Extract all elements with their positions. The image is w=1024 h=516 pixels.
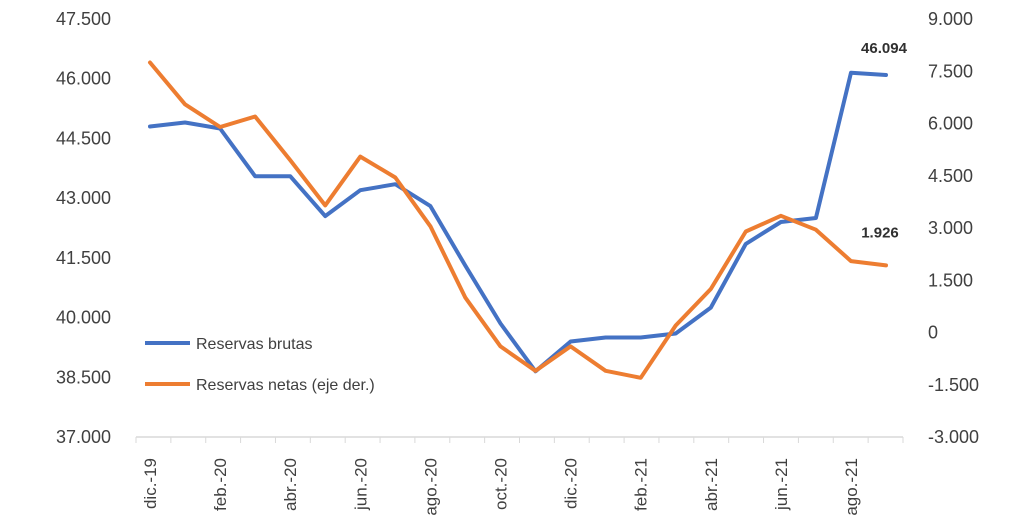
x-axis-tick-label: dic.-19: [141, 458, 160, 509]
left-axis-tick-label: 37.000: [56, 427, 111, 447]
right-axis-tick-label: 0: [928, 323, 938, 343]
legend-label-reservas-netas: Reservas netas (eje der.): [196, 377, 375, 394]
x-axis-tick-label: feb.-20: [211, 458, 230, 511]
right-axis-tick-label: 4.500: [928, 166, 973, 186]
right-axis-tick-label: -1.500: [928, 375, 979, 395]
data-label: 1.926: [861, 224, 899, 241]
x-axis-tick-label: dic.-20: [562, 458, 581, 509]
left-axis-tick-label: 47.500: [56, 9, 111, 29]
x-axis-tick-label: ago.-21: [842, 458, 861, 516]
right-axis-tick-label: 6.000: [928, 114, 973, 134]
x-axis-ticks: dic.-19 feb.-20 abr.-20 jun.-20 ago.-20 oct.-…: [135, 437, 904, 516]
series-line-reservas-netas: [148, 60, 888, 380]
left-axis-tick-label: 41.500: [56, 248, 111, 268]
right-axis-tick-label: 1.500: [928, 270, 973, 290]
left-axis-tick-label: 43.000: [56, 188, 111, 208]
x-axis-tick-label: feb.-21: [632, 458, 651, 511]
left-axis-tick-label: 46.000: [56, 69, 111, 89]
right-axis-tick-label: -3.000: [928, 427, 979, 447]
right-axis-ticks: -3.000 -1.500 0 1.500 3.000 4.500 6.000 7.500 9.…: [928, 9, 979, 447]
x-axis-tick-label: jun.-20: [351, 458, 370, 511]
x-axis-tick-label: ago.-20: [421, 458, 440, 516]
x-axis-tick-label: jun.-21: [772, 458, 791, 511]
left-axis-ticks: 37.000 38.500 40.000 41.500 43.000 44.500 46.0…: [56, 9, 111, 447]
x-axis-tick-label: oct.-20: [491, 458, 510, 510]
left-axis-tick-label: 44.500: [56, 128, 111, 148]
x-axis-tick-label: abr.-20: [281, 458, 300, 511]
left-axis-tick-label: 38.500: [56, 367, 111, 387]
right-axis-tick-label: 9.000: [928, 9, 973, 29]
x-axis-tick-label: abr.-21: [702, 458, 721, 511]
right-axis-tick-label: 7.500: [928, 61, 973, 81]
left-axis-tick-label: 40.000: [56, 308, 111, 328]
series-line-reservas-brutas: [148, 70, 888, 374]
annotations: 46.094 1.926: [861, 40, 908, 241]
right-axis-tick-label: 3.000: [928, 218, 973, 238]
legend-label-reservas-brutas: Reservas brutas: [196, 336, 313, 353]
series-layer: [148, 60, 888, 380]
data-label: 46.094: [861, 40, 908, 57]
legend: Reservas brutas Reservas netas (eje der.…: [145, 336, 375, 394]
